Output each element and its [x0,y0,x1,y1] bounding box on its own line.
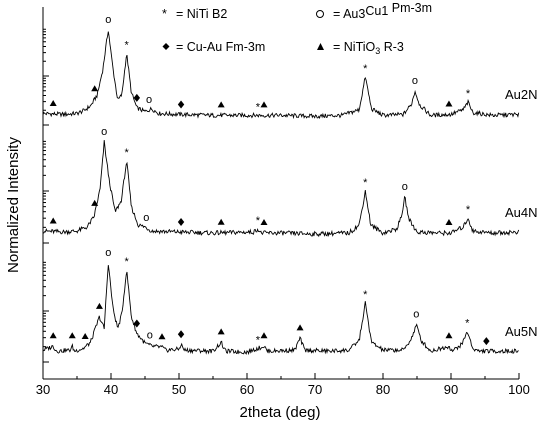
y-axis-title: Normalized Intensity [5,137,22,273]
phase-marker [217,218,225,225]
svg-text:*: * [124,256,129,268]
phase-marker [133,93,141,102]
phase-marker [483,337,490,346]
svg-text:*: * [466,88,471,100]
phase-marker: * [363,289,368,301]
legend-label: = NiTi B2 [176,7,227,21]
phase-marker [49,99,57,106]
phase-marker [217,328,225,335]
legend-label: = NiTiO3 R-3 [333,40,404,56]
svg-text:o: o [413,309,419,321]
phase-marker: o [147,329,153,341]
phase-marker [445,332,453,339]
series-line-au4n [42,140,520,238]
legend-symbol: * [162,7,167,21]
phase-marker: o [105,14,111,26]
legend-label: = Au3Cu1 Pm-3m [333,1,432,21]
phase-marker: * [465,318,470,330]
series-label-au4n: Au4N [505,205,538,220]
phase-marker [81,333,89,340]
svg-text:o: o [147,329,153,341]
phase-marker [158,333,166,340]
phase-marker [49,217,57,224]
svg-text:*: * [124,39,129,51]
phase-marker [133,319,141,328]
svg-text:o: o [402,181,408,193]
svg-text:*: * [466,204,471,216]
legend-symbol [316,10,324,18]
phase-marker [445,219,453,225]
phase-marker: * [256,334,261,346]
phase-marker: o [412,75,418,87]
chart-legend: * = NiTi B2 = Au3Cu1 Pm-3m = Cu-Au Fm-3m = N… [162,1,432,56]
phase-marker [296,324,304,331]
phase-marker [95,302,103,309]
phase-marker [260,332,268,339]
x-tick-label: 60 [240,382,254,397]
phase-marker [260,219,268,225]
series-label-au5n: Au5N [505,324,538,339]
x-tick-label: 40 [104,382,118,397]
x-tick-label: 50 [172,382,186,397]
phase-marker: o [143,212,149,224]
phase-marker: * [124,256,129,268]
phase-marker: o [105,247,111,259]
svg-text:*: * [256,334,261,346]
series-au4n: Au4N o * o * * o * [42,126,538,238]
phase-marker [445,100,453,107]
phase-marker: * [256,101,261,113]
svg-text:*: * [465,318,470,330]
phase-marker [260,101,268,108]
x-tick-label: 100 [508,382,530,397]
phase-marker: * [363,177,368,189]
svg-text:*: * [363,177,368,189]
phase-marker [68,332,76,339]
series-au2n: Au2N o * o * * o * [42,14,538,120]
legend-symbol [162,43,170,50]
svg-text:o: o [105,14,111,26]
phase-marker [177,100,185,109]
svg-text:o: o [412,75,418,87]
series-label-au2n: Au2N [505,87,538,102]
phase-marker [49,332,57,339]
svg-text:o: o [105,247,111,259]
phase-marker: o [402,181,408,193]
svg-text:*: * [256,215,261,227]
x-axis-title: 2theta (deg) [240,404,321,421]
phase-marker [217,101,225,108]
svg-text:*: * [124,147,129,159]
phase-marker [91,199,99,206]
series-layer: Au2N o * o * * o * Au4N o * o * * o * Au5N o * o * * o * [42,14,538,356]
series-line-au2n [42,31,520,120]
phase-marker: o [413,309,419,321]
legend-symbol [317,43,324,50]
svg-text:o: o [143,212,149,224]
series-au5n: Au5N o * o * * o * [42,247,538,356]
phase-marker [91,85,99,92]
phase-marker [177,218,185,227]
phase-marker: * [466,204,471,216]
phase-marker: * [256,215,261,227]
x-tick-label: 80 [376,382,390,397]
svg-text:o: o [146,94,152,106]
phase-marker: * [124,39,129,51]
svg-text:*: * [363,63,368,75]
legend-label: = Cu-Au Fm-3m [176,40,265,54]
phase-marker: * [466,88,471,100]
x-tick-label: 90 [444,382,458,397]
x-tick-label: 30 [36,382,50,397]
svg-text:o: o [101,126,107,138]
phase-marker: o [146,94,152,106]
phase-marker: * [363,63,368,75]
svg-text:*: * [363,289,368,301]
phase-marker [177,330,185,339]
x-tick-label: 70 [308,382,322,397]
phase-marker: o [101,126,107,138]
axes-layer: 30 40 50 60 70 80 90 100 [36,7,530,397]
series-line-au5n [42,265,519,356]
svg-text:*: * [256,101,261,113]
phase-marker: * [124,147,129,159]
